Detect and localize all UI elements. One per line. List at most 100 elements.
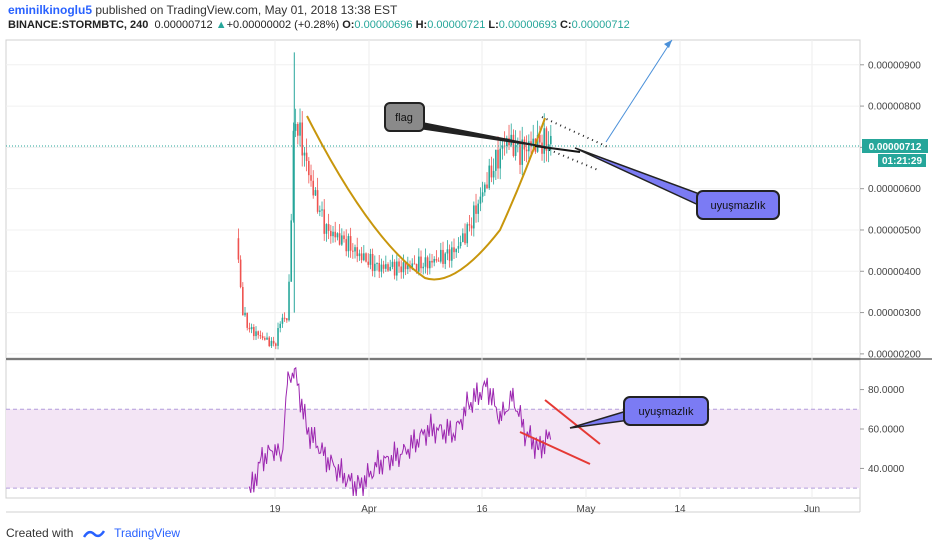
candle-body bbox=[550, 135, 552, 145]
price-tick-label: 0.00000600 bbox=[868, 184, 921, 195]
candle-body bbox=[371, 253, 374, 271]
candles bbox=[237, 52, 552, 350]
candle-body bbox=[475, 205, 477, 214]
candle-body bbox=[358, 253, 361, 257]
candle-body bbox=[314, 190, 317, 196]
candle-body bbox=[532, 138, 535, 147]
countdown-label: 01:21:29 bbox=[882, 156, 922, 167]
candle-body bbox=[404, 262, 407, 270]
candle-body bbox=[323, 209, 326, 234]
time-tick-label: 16 bbox=[476, 504, 488, 515]
candle-body bbox=[539, 134, 541, 143]
flag-lower-line bbox=[539, 145, 599, 171]
candle-body bbox=[543, 128, 546, 154]
candle-body bbox=[400, 266, 403, 273]
price-axis[interactable]: 0.000009000.000008000.000007000.00000600… bbox=[860, 60, 921, 360]
candle-body bbox=[413, 263, 416, 265]
candle-body bbox=[378, 262, 381, 272]
candle-body bbox=[294, 123, 297, 131]
candle-body bbox=[277, 328, 279, 346]
cup-curve bbox=[306, 115, 546, 281]
rsi-axis[interactable]: 80.0000 60.0000 40.0000 bbox=[860, 385, 905, 475]
candle-body bbox=[479, 196, 482, 204]
candle-body bbox=[341, 235, 343, 245]
rsi-tick-label: 60.0000 bbox=[868, 425, 905, 436]
candle-body bbox=[369, 253, 372, 265]
author-name[interactable]: eminilkinoglu5 bbox=[8, 3, 93, 17]
close-value: 0.00000712 bbox=[571, 19, 630, 31]
time-tick-label: 14 bbox=[674, 504, 686, 515]
candle-body bbox=[473, 205, 475, 229]
candle-body bbox=[338, 233, 341, 245]
candle-body bbox=[345, 239, 348, 252]
candle-body bbox=[492, 170, 495, 178]
rsi-divergence-callout[interactable] bbox=[623, 396, 709, 426]
candle-body bbox=[499, 148, 502, 169]
candle-body bbox=[365, 253, 367, 262]
candle-body bbox=[319, 210, 321, 212]
candle-body bbox=[297, 123, 299, 136]
candle-body bbox=[268, 337, 271, 347]
candle-body bbox=[411, 263, 414, 269]
candle-body bbox=[253, 327, 255, 337]
candle-body bbox=[360, 253, 363, 261]
candle-body bbox=[321, 209, 323, 211]
time-tick-label: 19 bbox=[269, 504, 281, 515]
candle-body bbox=[270, 340, 273, 347]
candle-body bbox=[464, 233, 466, 244]
candle-body bbox=[325, 224, 328, 234]
candle-body bbox=[437, 260, 440, 262]
flag-callout[interactable] bbox=[384, 102, 425, 132]
candle-body bbox=[259, 335, 262, 337]
candle-body bbox=[349, 236, 352, 251]
candle-body bbox=[264, 338, 266, 340]
candle-body bbox=[352, 250, 354, 252]
candle-body bbox=[257, 331, 260, 336]
candle-body bbox=[292, 130, 295, 221]
candle-body bbox=[310, 175, 312, 181]
open-value: 0.00000696 bbox=[354, 19, 413, 31]
price-tick-label: 0.00000900 bbox=[868, 60, 921, 71]
candle-body bbox=[305, 152, 308, 161]
candle-body bbox=[327, 224, 330, 231]
candle-body bbox=[290, 220, 293, 282]
candle-body bbox=[446, 249, 449, 254]
tradingview-brand[interactable]: TradingView bbox=[114, 526, 181, 540]
tradingview-logo-icon bbox=[82, 530, 105, 538]
symbol-label: BINANCE:STORMBTC, 240 bbox=[8, 19, 149, 31]
candle-body bbox=[470, 225, 473, 229]
candle-body bbox=[488, 165, 491, 189]
candle-body bbox=[433, 258, 436, 263]
candle-body bbox=[380, 264, 383, 272]
candle-body bbox=[347, 236, 350, 252]
candle-body bbox=[396, 261, 398, 276]
publish-line: eminilkinoglu5 published on TradingView.… bbox=[8, 3, 397, 17]
candle-body bbox=[316, 190, 319, 212]
candle-body bbox=[431, 260, 433, 263]
candle-body bbox=[303, 152, 306, 156]
high-label: H: bbox=[415, 19, 428, 31]
publish-info: published on TradingView.com, May 01, 20… bbox=[95, 3, 398, 17]
flag-label: flag bbox=[395, 112, 413, 124]
candle-body bbox=[363, 253, 365, 261]
candle-body bbox=[266, 337, 268, 340]
candle-body bbox=[334, 231, 337, 238]
low-label: L: bbox=[488, 19, 499, 31]
divergence-callout[interactable] bbox=[696, 190, 780, 220]
candle-body bbox=[242, 287, 244, 316]
candle-body bbox=[376, 262, 378, 264]
time-tick-label: Jun bbox=[804, 504, 820, 515]
projection-arrow-icon bbox=[664, 40, 672, 48]
candle-body bbox=[455, 248, 458, 253]
close-label: C: bbox=[559, 19, 572, 31]
time-tick-label: May bbox=[577, 504, 596, 515]
price-tick-label: 0.00000400 bbox=[868, 267, 921, 278]
candle-body bbox=[457, 246, 460, 249]
candle-body bbox=[541, 142, 543, 154]
candle-body bbox=[288, 281, 290, 321]
time-axis[interactable]: 19 Apr 16 May 14 Jun bbox=[269, 504, 820, 515]
rsi-line bbox=[248, 366, 552, 497]
candle-body bbox=[272, 340, 275, 344]
created-with-label: Created with bbox=[6, 526, 74, 540]
